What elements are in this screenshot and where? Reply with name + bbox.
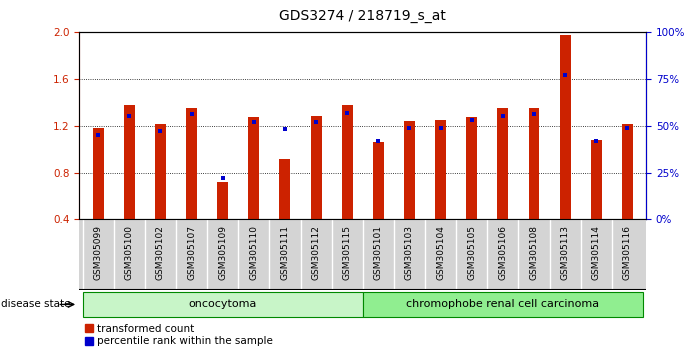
Text: GSM305106: GSM305106 [498,225,507,280]
Bar [529,108,540,219]
Point [591,138,602,143]
Bar [124,104,135,219]
Point [341,110,352,115]
Text: GSM305099: GSM305099 [94,225,103,280]
Text: GDS3274 / 218719_s_at: GDS3274 / 218719_s_at [279,9,446,23]
Point [435,125,446,130]
Text: GSM305112: GSM305112 [312,225,321,280]
Bar [404,121,415,219]
Bar [83,292,363,317]
Bar [248,118,259,219]
Bar [93,128,104,219]
Bar [466,118,477,219]
Text: GSM305104: GSM305104 [436,225,445,280]
Point [217,175,228,181]
Bar [342,104,352,219]
Bar [186,108,197,219]
Text: disease state: disease state [1,299,70,309]
Text: GSM305101: GSM305101 [374,225,383,280]
Legend: transformed count, percentile rank within the sample: transformed count, percentile rank withi… [85,324,273,347]
Point [373,138,384,143]
Text: chromophobe renal cell carcinoma: chromophobe renal cell carcinoma [406,299,599,309]
Point [622,125,633,130]
Point [186,112,197,117]
Point [279,127,290,132]
Bar [373,142,384,219]
Text: GSM305115: GSM305115 [343,225,352,280]
Bar [560,35,571,219]
Bar [435,120,446,219]
Point [498,113,509,119]
Text: oncocytoma: oncocytoma [189,299,257,309]
Point [310,119,321,125]
Point [248,119,259,125]
Point [124,113,135,119]
Text: GSM305108: GSM305108 [529,225,538,280]
Text: GSM305105: GSM305105 [467,225,476,280]
Bar [155,125,166,219]
Bar [217,182,228,219]
Text: GSM305103: GSM305103 [405,225,414,280]
Text: GSM305110: GSM305110 [249,225,258,280]
Text: GSM305116: GSM305116 [623,225,632,280]
Text: GSM305111: GSM305111 [281,225,290,280]
Bar [279,159,290,219]
Text: GSM305100: GSM305100 [125,225,134,280]
Bar [591,140,602,219]
Bar [498,108,509,219]
Bar [363,292,643,317]
Point [466,117,477,123]
Text: GSM305113: GSM305113 [560,225,569,280]
Point [560,72,571,78]
Point [93,132,104,138]
Point [155,129,166,134]
Bar [311,116,321,219]
Bar [622,125,633,219]
Point [404,125,415,130]
Text: GSM305102: GSM305102 [156,225,165,280]
Point [529,112,540,117]
Text: GSM305109: GSM305109 [218,225,227,280]
Text: GSM305107: GSM305107 [187,225,196,280]
Text: GSM305114: GSM305114 [591,225,600,280]
